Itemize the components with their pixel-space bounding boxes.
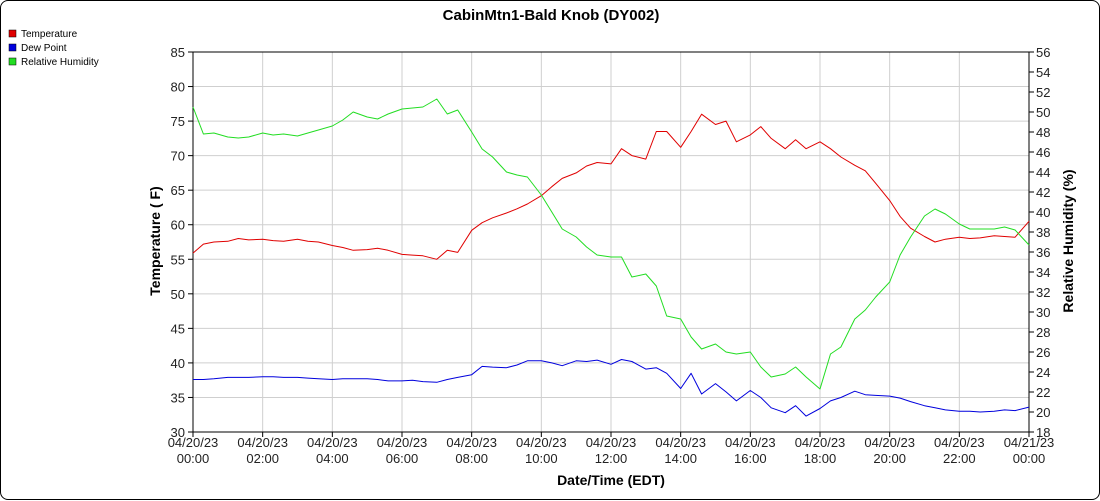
y2-tick-label: 28 — [1036, 325, 1050, 340]
right-axis-label: Relative Humidity (%) — [1060, 169, 1076, 312]
x-tick-date: 04/20/23 — [795, 435, 846, 450]
y2-tick-label: 20 — [1036, 405, 1050, 420]
dew-point-line — [193, 359, 1030, 417]
y2-tick-label: 34 — [1036, 265, 1050, 280]
y-tick-label: 45 — [171, 321, 185, 336]
x-tick-time: 22:00 — [943, 451, 976, 466]
y2-tick-label: 52 — [1036, 85, 1050, 100]
relative-humidity-line — [192, 98, 1030, 390]
right-axis-ticks: 18 20 22 24 26 28 30 32 34 36 38 40 42 44 46 48 50 52 54 56 — [1029, 45, 1050, 440]
y-tick-label: 55 — [171, 252, 185, 267]
x-tick-time: 00:00 — [1013, 451, 1046, 466]
x-tick-date: 04/20/23 — [446, 435, 497, 450]
y-tick-label: 80 — [171, 80, 185, 95]
x-tick-date: 04/20/23 — [377, 435, 428, 450]
x-tick-date: 04/20/23 — [307, 435, 358, 450]
y2-tick-label: 30 — [1036, 305, 1050, 320]
y2-tick-label: 44 — [1036, 165, 1050, 180]
legend-label-relative-humidity: Relative Humidity — [21, 57, 99, 68]
x-tick-time: 16:00 — [734, 451, 767, 466]
y2-tick-label: 50 — [1036, 105, 1050, 120]
legend-swatch-temperature — [8, 29, 17, 38]
left-axis-ticks: 30 35 40 45 50 55 60 65 70 75 80 85 — [171, 45, 193, 440]
x-tick-date: 04/20/23 — [864, 435, 915, 450]
x-tick-time: 08:00 — [455, 451, 488, 466]
x-tick-date: 04/20/23 — [934, 435, 985, 450]
x-axis-label: Date/Time (EDT) — [557, 472, 665, 488]
legend-swatch-relative-humidity — [8, 57, 17, 66]
temperature-line — [192, 113, 1030, 260]
x-tick-date: 04/20/23 — [516, 435, 567, 450]
x-axis-ticks: 04/20/2300:0004/20/2302:0004/20/2304:000… — [168, 432, 1055, 466]
y2-tick-label: 32 — [1036, 285, 1050, 300]
x-tick-time: 04:00 — [316, 451, 349, 466]
x-tick-time: 14:00 — [664, 451, 697, 466]
y-tick-label: 85 — [171, 45, 185, 60]
y2-tick-label: 42 — [1036, 185, 1050, 200]
legend-label-dew-point: Dew Point — [21, 43, 67, 54]
y-tick-label: 50 — [171, 287, 185, 302]
y-tick-label: 40 — [171, 356, 185, 371]
y-tick-label: 65 — [171, 183, 185, 198]
y2-tick-label: 22 — [1036, 385, 1050, 400]
x-tick-time: 20:00 — [873, 451, 906, 466]
x-tick-date: 04/20/23 — [725, 435, 776, 450]
legend: Temperature Dew Point Relative Humidity — [8, 29, 99, 68]
y-tick-label: 30 — [171, 425, 185, 440]
y2-tick-label: 38 — [1036, 225, 1050, 240]
y2-tick-label: 54 — [1036, 65, 1050, 80]
y2-tick-label: 18 — [1036, 425, 1050, 440]
legend-swatch-dew-point — [8, 43, 17, 52]
legend-label-temperature: Temperature — [21, 29, 78, 40]
y2-tick-label: 36 — [1036, 245, 1050, 260]
x-tick-date: 04/20/23 — [237, 435, 288, 450]
x-tick-date: 04/20/23 — [586, 435, 637, 450]
y-tick-label: 70 — [171, 149, 185, 164]
y2-tick-label: 48 — [1036, 125, 1050, 140]
x-tick-date: 04/21/23 — [1004, 435, 1055, 450]
x-tick-date: 04/20/23 — [168, 435, 219, 450]
x-tick-time: 02:00 — [246, 451, 279, 466]
y2-tick-label: 24 — [1036, 365, 1050, 380]
x-tick-date: 04/20/23 — [655, 435, 706, 450]
y2-tick-label: 26 — [1036, 345, 1050, 360]
series-lines — [192, 98, 1030, 417]
y2-tick-label: 46 — [1036, 145, 1050, 160]
chart-title: CabinMtn1-Bald Knob (DY002) — [443, 7, 660, 24]
x-tick-time: 18:00 — [804, 451, 837, 466]
x-tick-time: 12:00 — [595, 451, 628, 466]
y-tick-label: 60 — [171, 218, 185, 233]
left-axis-label: Temperature ( F) — [147, 186, 163, 295]
y-tick-label: 75 — [171, 114, 185, 129]
x-tick-time: 00:00 — [177, 451, 210, 466]
x-tick-time: 06:00 — [386, 451, 419, 466]
y-tick-label: 35 — [171, 390, 185, 405]
x-tick-time: 10:00 — [525, 451, 558, 466]
y2-tick-label: 56 — [1036, 45, 1050, 60]
y2-tick-label: 40 — [1036, 205, 1050, 220]
